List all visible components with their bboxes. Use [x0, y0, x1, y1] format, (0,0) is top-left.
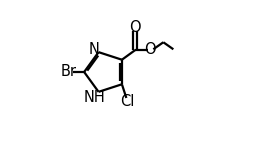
- Text: Br: Br: [60, 65, 76, 79]
- Text: O: O: [130, 20, 141, 35]
- Text: NH: NH: [83, 90, 105, 105]
- Text: N: N: [89, 42, 100, 57]
- Text: Cl: Cl: [120, 94, 134, 109]
- Text: O: O: [145, 42, 156, 57]
